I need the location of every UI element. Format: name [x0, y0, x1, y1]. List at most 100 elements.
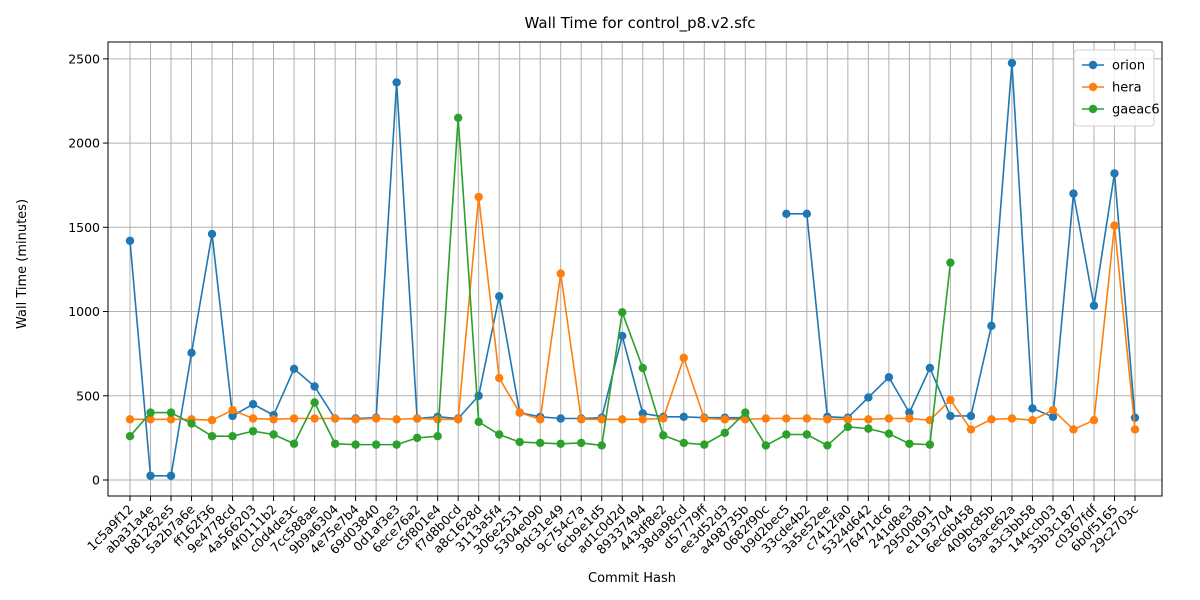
data-point-gaeac6: [823, 441, 832, 450]
data-point-gaeac6: [638, 363, 647, 373]
data-point-hera: [536, 415, 545, 424]
data-point-hera: [946, 395, 955, 405]
data-point-hera: [1130, 425, 1140, 434]
data-point-hera: [494, 373, 504, 383]
data-point-gaeac6: [720, 428, 729, 438]
data-point-gaeac6: [433, 432, 442, 441]
data-point-hera: [618, 415, 627, 424]
data-point-orion: [802, 209, 812, 219]
data-point-gaeac6: [515, 437, 524, 447]
y-tick-label: 1500: [68, 220, 100, 235]
series-hera: [125, 192, 1140, 434]
data-point-orion: [1028, 404, 1037, 413]
data-point-hera: [248, 414, 258, 423]
data-point-gaeac6: [392, 440, 401, 449]
data-point-orion: [556, 414, 565, 423]
data-point-hera: [433, 415, 442, 424]
data-point-gaeac6: [146, 408, 155, 417]
data-point-hera: [207, 415, 217, 425]
data-point-gaeac6: [310, 398, 319, 407]
data-point-gaeac6: [946, 258, 955, 267]
data-point-hera: [269, 415, 278, 424]
legend-label: orion: [1112, 59, 1145, 74]
data-point-orion: [884, 373, 894, 382]
data-point-gaeac6: [884, 429, 894, 438]
data-point-orion: [166, 471, 176, 480]
data-point-hera: [392, 415, 401, 424]
data-point-hera: [966, 425, 976, 434]
data-point-hera: [330, 414, 340, 423]
data-point-gaeac6: [248, 426, 258, 436]
data-point-hera: [1110, 221, 1119, 230]
legend-item-gaeac6: gaeac6: [1082, 103, 1160, 118]
data-point-gaeac6: [125, 432, 135, 441]
data-point-orion: [474, 391, 483, 400]
data-point-orion: [289, 364, 299, 374]
data-point-gaeac6: [700, 440, 709, 449]
data-point-orion: [679, 412, 688, 422]
data-point-hera: [515, 408, 524, 417]
data-point-gaeac6: [228, 432, 237, 441]
data-point-hera: [1048, 405, 1058, 415]
data-point-hera: [351, 415, 360, 424]
legend-marker: [1088, 82, 1098, 92]
data-point-hera: [1028, 415, 1037, 425]
data-point-orion: [1007, 58, 1017, 68]
chart-title: Wall Time for control_p8.v2.sfc: [525, 14, 756, 33]
data-point-hera: [310, 414, 319, 423]
data-point-gaeac6: [577, 438, 586, 448]
data-point-orion: [1110, 169, 1119, 178]
data-point-gaeac6: [905, 439, 914, 448]
data-point-orion: [864, 393, 873, 402]
plot-frame: [107, 41, 1163, 497]
legend: orion hera gaeac6: [1073, 49, 1160, 127]
data-point-hera: [659, 414, 668, 423]
data-point-gaeac6: [187, 419, 196, 428]
data-point-orion: [966, 411, 976, 421]
data-point-orion: [392, 78, 401, 87]
data-point-hera: [843, 415, 853, 424]
data-point-hera: [597, 415, 606, 424]
y-tick-label: 500: [76, 388, 100, 403]
data-point-orion: [207, 229, 217, 239]
data-point-orion: [638, 409, 647, 418]
data-point-gaeac6: [741, 408, 750, 417]
data-point-gaeac6: [679, 438, 688, 448]
data-point-hera: [802, 414, 812, 423]
data-point-hera: [556, 269, 565, 278]
data-point-gaeac6: [782, 430, 791, 439]
data-point-gaeac6: [802, 430, 812, 439]
y-tick-label: 2500: [68, 51, 100, 66]
data-point-gaeac6: [761, 441, 771, 450]
data-point-orion: [782, 209, 791, 219]
data-point-orion: [187, 348, 196, 358]
data-point-orion: [925, 363, 935, 373]
data-point-hera: [1069, 425, 1078, 434]
data-point-gaeac6: [371, 440, 381, 449]
data-point-gaeac6: [843, 422, 853, 432]
data-point-gaeac6: [659, 431, 668, 440]
data-point-orion: [618, 331, 627, 341]
y-axis-title: Wall Time (minutes): [15, 199, 30, 329]
data-point-orion: [1069, 189, 1078, 198]
legend-label: gaeac6: [1112, 103, 1160, 118]
series-gaeac6: [125, 113, 955, 450]
data-point-gaeac6: [269, 430, 278, 439]
data-point-gaeac6: [412, 433, 422, 443]
legend-marker: [1088, 60, 1098, 70]
y-tick-label: 1000: [68, 304, 100, 319]
data-point-hera: [638, 415, 647, 424]
data-point-gaeac6: [618, 308, 627, 317]
x-axis-title: Commit Hash: [588, 571, 676, 586]
data-point-hera: [1007, 414, 1017, 423]
data-point-hera: [146, 415, 155, 424]
data-point-orion: [1130, 413, 1140, 422]
data-point-hera: [864, 415, 873, 424]
data-point-orion: [310, 382, 319, 391]
data-point-hera: [371, 414, 381, 423]
data-point-hera: [412, 414, 422, 423]
data-point-hera: [761, 414, 771, 423]
data-point-gaeac6: [289, 439, 299, 448]
data-point-orion: [125, 236, 135, 245]
legend-label: hera: [1112, 81, 1142, 96]
